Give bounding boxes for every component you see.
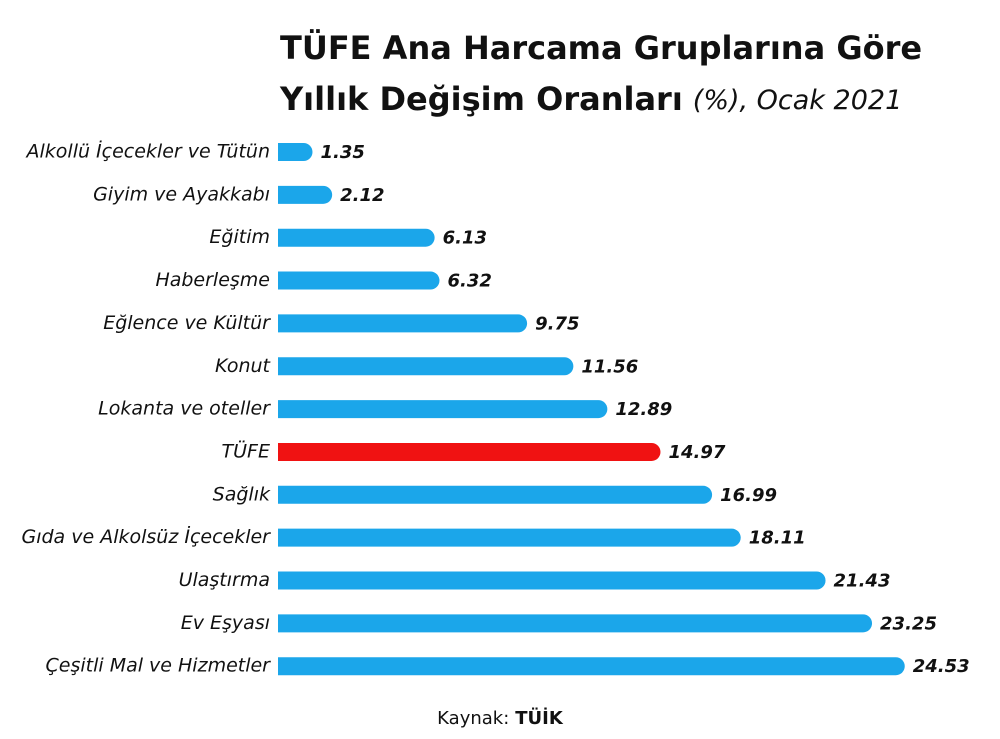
source: TÜİK [515,707,564,729]
bar [278,614,873,633]
bar [278,228,435,247]
value-label: 24.53 [913,656,970,677]
value-label: 9.75 [535,313,579,334]
chart-title: TÜFE Ana Harcama Gruplarına Göre [280,29,922,67]
category-label: Alkollü İçecekler ve Tütün [25,140,270,163]
bar [278,357,574,376]
category-label: Haberleşme [155,269,270,291]
bar [278,485,713,504]
value-label: 14.97 [668,442,725,463]
category-label: Çeşitli Mal ve Hizmetler [46,655,272,677]
category-label: Eğitim [209,226,270,248]
bar [278,271,440,290]
category-label: Ev Eşyası [181,612,270,634]
value-label: 6.13 [443,228,487,249]
chart-title: Yıllık Değişim Oranları [279,80,683,118]
value-label: 12.89 [615,399,672,420]
category-label: Giyim ve Ayakkabı [93,183,270,205]
value-label: 16.99 [720,485,777,506]
chart-title-line: Yıllık Değişim Oranları (%), Ocak 2021 [279,80,902,118]
bar [278,528,741,547]
category-label: Sağlık [213,483,271,505]
bar [278,400,608,419]
source-label: Kaynak: [437,708,509,729]
bar [278,185,333,204]
value-label: 6.32 [447,271,491,292]
category-label: Gıda ve Alkolsüz İçecekler [21,525,271,548]
bar [278,442,661,461]
category-label: Konut [215,355,271,377]
value-label: 2.12 [340,185,384,206]
value-label: 1.35 [320,142,364,163]
category-label: Lokanta ve oteller [98,398,271,420]
value-label: 18.11 [749,528,806,549]
bar [278,657,905,676]
category-label: Eğlence ve Kültür [103,312,271,334]
bar [278,571,826,590]
category-label: TÜFE [222,439,270,462]
bar [278,314,528,333]
chart-subtitle: (%), Ocak 2021 [693,85,902,116]
value-label: 23.25 [880,613,937,634]
value-label: 11.56 [581,356,638,377]
bar [278,143,313,161]
category-label: Ulaştırma [179,569,270,591]
source-line: Kaynak: TÜİK [437,707,564,729]
value-label: 21.43 [834,571,891,592]
